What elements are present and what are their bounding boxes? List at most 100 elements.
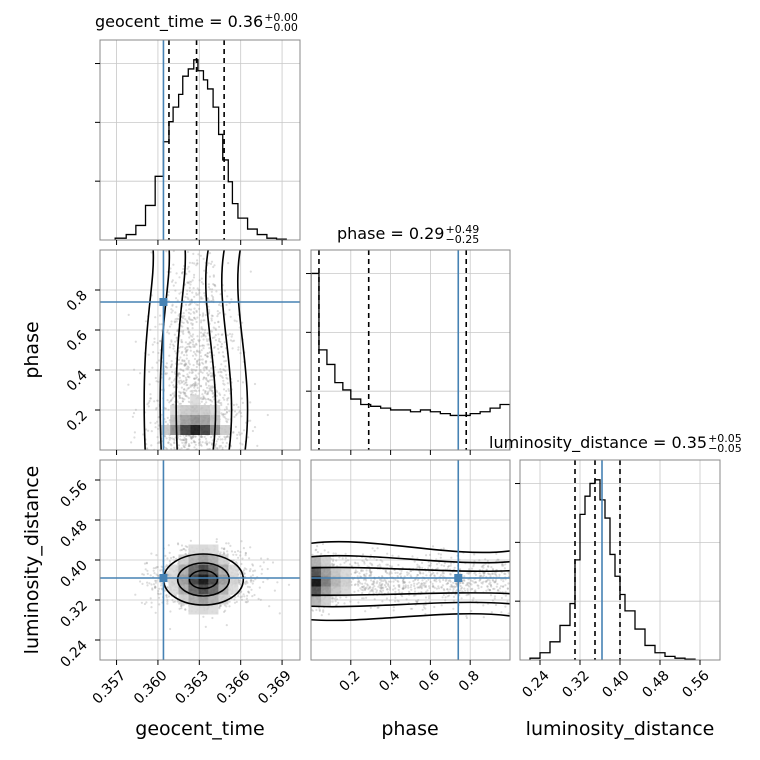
sample-point [506, 600, 509, 603]
sample-point [410, 588, 413, 591]
sample-point [207, 283, 210, 286]
sample-point [187, 327, 190, 330]
sample-point [207, 390, 210, 393]
sample-point [252, 579, 255, 583]
sample-point [322, 609, 325, 612]
sample-point [259, 598, 262, 601]
density-block [198, 544, 209, 555]
sample-point [212, 275, 215, 278]
sample-point [174, 321, 177, 324]
sample-point [392, 606, 395, 609]
sample-point [204, 366, 208, 369]
sample-point [356, 583, 359, 586]
sample-point [436, 567, 439, 570]
sample-point [207, 373, 210, 376]
sample-point [168, 384, 171, 387]
sample-point [375, 591, 378, 594]
density-block [208, 584, 219, 595]
sample-point [382, 586, 385, 589]
sample-point [181, 397, 185, 400]
sample-point [239, 352, 242, 355]
sample-point [223, 552, 226, 555]
sample-point [424, 582, 427, 585]
sample-point [198, 442, 201, 445]
sample-point [245, 597, 248, 600]
sample-point [449, 580, 452, 583]
sample-point [181, 369, 185, 372]
sample-point [246, 581, 249, 585]
sample-point [386, 552, 389, 555]
sample-point [235, 414, 238, 417]
sample-point [199, 370, 202, 373]
density-block [320, 566, 331, 577]
sample-point [494, 573, 498, 576]
sample-point [473, 553, 476, 556]
sample-point [146, 584, 149, 587]
sample-point [185, 434, 188, 437]
sample-point [503, 572, 506, 575]
sample-point [210, 319, 213, 322]
sample-point [186, 387, 189, 390]
sample-point [260, 557, 263, 560]
sample-point [218, 325, 221, 328]
sample-point [222, 415, 225, 418]
sample-point [224, 413, 227, 416]
sample-point [192, 345, 195, 348]
sample-point [386, 572, 389, 575]
sample-point [490, 585, 493, 588]
sample-point [470, 609, 473, 613]
sample-point [185, 441, 188, 444]
sample-point [197, 363, 200, 366]
sample-point [237, 348, 240, 351]
sample-point [216, 310, 219, 313]
sample-point [504, 605, 507, 608]
sample-point [364, 588, 367, 592]
density-block [228, 584, 239, 595]
sample-point [197, 350, 200, 353]
sample-point [450, 583, 453, 587]
sample-point [183, 393, 186, 396]
sample-point [394, 587, 397, 590]
sample-point [187, 386, 191, 389]
sample-point [216, 390, 219, 393]
sample-point [482, 616, 485, 619]
sample-point [212, 354, 215, 357]
sample-point [193, 377, 196, 380]
sample-point [172, 379, 176, 382]
sample-point [470, 583, 473, 586]
sample-point [404, 584, 407, 587]
sample-point [266, 557, 269, 560]
sample-point [155, 408, 158, 411]
sample-point [331, 600, 334, 603]
sample-point [241, 557, 244, 560]
sample-point [444, 596, 447, 599]
sample-point [169, 343, 172, 346]
sample-point [349, 600, 352, 603]
sample-point [345, 596, 348, 599]
sample-point [372, 582, 375, 585]
sample-point [485, 579, 488, 582]
sample-point [127, 383, 130, 386]
sample-point [214, 285, 217, 288]
tick-label-x: 0.6 [416, 668, 443, 695]
sample-point [181, 380, 184, 383]
sample-point [397, 585, 400, 588]
sample-point [217, 351, 221, 354]
panel-1-1-grid [311, 250, 510, 450]
sample-point [485, 589, 488, 592]
sample-point [202, 367, 205, 370]
sample-point [249, 580, 253, 583]
sample-point [160, 587, 164, 590]
sample-point [189, 384, 192, 387]
sample-point [449, 573, 452, 576]
sample-point [253, 426, 257, 429]
sample-point [365, 586, 368, 589]
sample-point [154, 325, 157, 328]
sample-point [185, 309, 188, 312]
sample-point [311, 553, 314, 557]
sample-point [227, 262, 230, 265]
sample-point [223, 242, 225, 244]
sample-point [183, 193, 185, 195]
sample-point [460, 586, 463, 589]
density-block [200, 415, 211, 425]
